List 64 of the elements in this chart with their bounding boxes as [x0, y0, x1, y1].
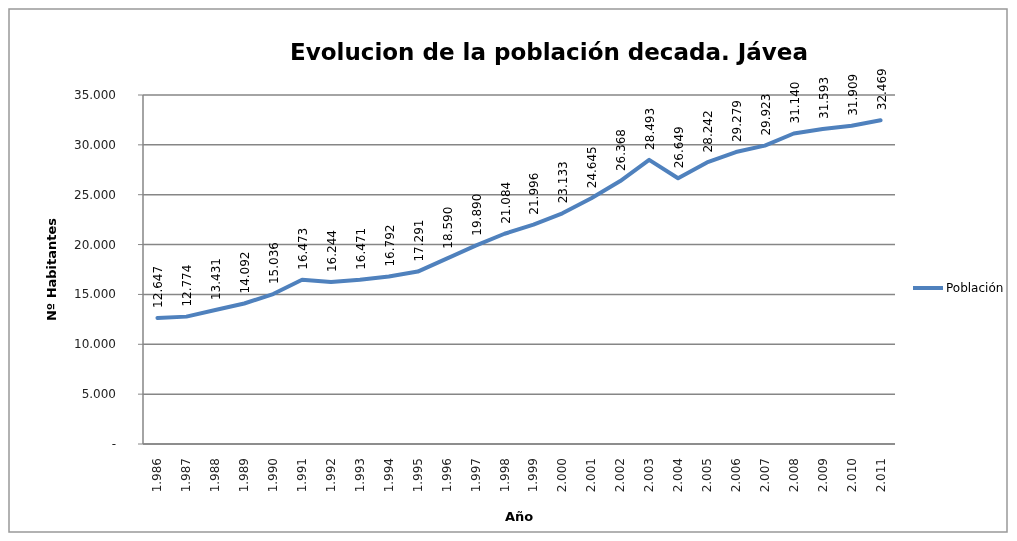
data-label: 14.092 — [238, 251, 253, 294]
data-label: 31.909 — [845, 73, 860, 116]
x-tick-label: 2.000 — [555, 458, 570, 493]
data-label: 23.133 — [556, 161, 571, 204]
x-tick-label: 2.006 — [728, 458, 743, 493]
y-tick-label: 35.000 — [74, 88, 116, 102]
x-tick-label: 1.988 — [208, 458, 223, 493]
x-tick-label: 1.998 — [497, 458, 512, 493]
data-label: 15.036 — [267, 242, 282, 285]
data-label: 28.493 — [643, 107, 658, 150]
x-tick-label: 2.005 — [700, 458, 714, 493]
x-tick-label: 1.993 — [352, 458, 367, 493]
x-tick-label: 1.997 — [468, 458, 483, 493]
x-tick-label: 1.991 — [295, 458, 310, 493]
x-tick-label: 2.010 — [844, 458, 859, 493]
data-label: 21.084 — [498, 181, 513, 224]
data-label: 16.244 — [325, 230, 339, 273]
chart-title: Evolucion de la población decada. Jávea — [290, 39, 808, 65]
data-label: 12.647 — [151, 265, 166, 308]
x-tick-label: 2.008 — [786, 458, 801, 493]
y-tick-label: 30.000 — [74, 137, 116, 152]
y-tick-label: 15.000 — [74, 287, 116, 302]
x-tick-label: 1.999 — [526, 458, 541, 493]
y-tick-label: 10.000 — [74, 337, 116, 352]
x-tick-label: 2.003 — [642, 458, 657, 493]
y-tick-label: - — [111, 437, 116, 451]
data-label: 29.279 — [729, 100, 744, 143]
data-label: 17.291 — [411, 219, 426, 262]
x-tick-label: 1.987 — [179, 458, 194, 493]
x-tick-label: 1.990 — [266, 458, 281, 493]
x-tick-label: 2.011 — [873, 458, 888, 493]
x-tick-label: 1.995 — [410, 458, 425, 493]
data-label: 12.774 — [180, 264, 195, 307]
x-tick-label: 2.002 — [613, 458, 628, 493]
x-tick-label: 2.009 — [815, 458, 830, 493]
data-label: 31.140 — [787, 81, 802, 124]
x-tick-label: 2.001 — [584, 458, 599, 493]
y-tick-label: 5.000 — [81, 387, 116, 402]
x-tick-label: 2.007 — [757, 458, 772, 493]
data-label: 26.649 — [672, 126, 687, 169]
data-label: 29.923 — [758, 93, 773, 136]
data-label: 31.593 — [816, 76, 831, 119]
x-tick-label: 1.986 — [150, 458, 165, 493]
data-label: 24.645 — [585, 146, 600, 189]
data-label: 13.431 — [209, 258, 224, 301]
legend-label: Población — [946, 281, 1004, 295]
data-label: 16.792 — [382, 224, 397, 267]
data-label: 19.890 — [469, 193, 484, 236]
x-tick-label: 1.996 — [439, 458, 454, 493]
data-label: 32.469 — [874, 68, 889, 111]
data-label: 18.590 — [440, 206, 455, 249]
y-axis-title: Nº Habitantes — [44, 217, 59, 322]
y-tick-label: 25.000 — [74, 187, 116, 202]
y-tick-label: 20.000 — [74, 237, 116, 252]
x-tick-label: 2.004 — [671, 458, 686, 493]
data-label: 21.996 — [527, 172, 542, 215]
data-label: 16.471 — [353, 227, 368, 270]
data-label: 16.473 — [296, 227, 311, 270]
data-label: 28.242 — [701, 110, 715, 153]
x-tick-label: 1.992 — [324, 458, 338, 493]
x-tick-label: 1.994 — [381, 458, 396, 493]
data-label: 26.368 — [614, 129, 629, 172]
x-tick-label: 1.989 — [237, 458, 252, 493]
x-axis-title: Año — [504, 509, 534, 524]
